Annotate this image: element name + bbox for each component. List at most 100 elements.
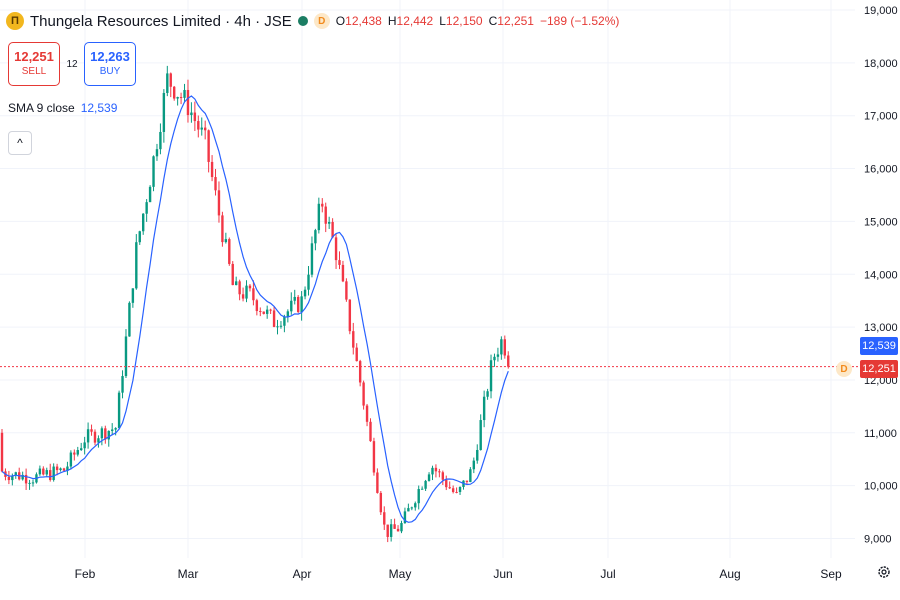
candle-body (293, 296, 296, 301)
symbol-title[interactable]: Thungela Resources Limited · 4h · JSE (30, 12, 292, 30)
candle-body (296, 296, 300, 312)
candle-body (228, 239, 231, 264)
sell-button[interactable]: 12,251 SELL (8, 42, 60, 86)
candle-body (31, 482, 35, 484)
candle-body (138, 231, 141, 243)
candle-body (396, 528, 400, 532)
candle-body (114, 428, 117, 430)
candle-body (234, 281, 238, 286)
close-value: 12,251 (497, 14, 534, 28)
candle-body (303, 289, 307, 297)
candle-body (100, 428, 104, 439)
chart-header: Π Thungela Resources Limited · 4h · JSE … (6, 10, 619, 32)
candle-body (507, 355, 510, 367)
sma-price-tag: 12,539 (860, 337, 898, 355)
candle-body (321, 203, 324, 207)
candle-body (383, 512, 386, 525)
candle-body (203, 127, 207, 131)
time-axis: Feb Mar Apr May Jun Jul Aug Sep (75, 567, 842, 581)
candle-body (24, 474, 28, 484)
candle-body (221, 215, 224, 243)
candle-body (45, 470, 48, 475)
candle-body (445, 479, 448, 488)
y-tick-label: 16,000 (864, 164, 898, 176)
open-label: O (335, 14, 346, 28)
y-tick-label: 11,000 (864, 428, 897, 440)
y-tick-label: 17,000 (864, 111, 898, 123)
candle-body (476, 449, 479, 461)
ohlc-readout: O12,438 H12,442 L12,150 C12,251 −189 (−1… (336, 14, 620, 28)
candle-body (458, 486, 462, 492)
candle-body (59, 468, 62, 471)
candle-body (386, 524, 389, 537)
candle-body (341, 264, 345, 282)
candle-body (455, 491, 458, 493)
candle-body (124, 336, 128, 377)
close-label: C (488, 14, 498, 28)
open-value: 12,438 (345, 14, 382, 28)
candle-body (83, 442, 86, 449)
candle-body (469, 469, 472, 482)
candle-body (207, 130, 210, 162)
candle-body (427, 474, 431, 481)
gear-icon[interactable] (876, 564, 892, 580)
candle-body (28, 482, 31, 484)
low-value: 12,150 (445, 14, 483, 28)
candle-body (193, 112, 197, 122)
y-tick-label: 13,000 (864, 322, 898, 334)
candle-body (90, 429, 93, 432)
candle-body (217, 190, 221, 216)
market-status-icon (297, 16, 308, 26)
candle-body (486, 391, 489, 397)
candle-body (286, 311, 290, 317)
candlestick-series (0, 65, 510, 543)
candle-body (248, 285, 252, 289)
candle-body (414, 503, 417, 508)
candle-body (348, 299, 352, 332)
candle-body (141, 213, 145, 232)
sma-legend-value: 12,539 (80, 101, 118, 115)
candle-body (465, 480, 469, 482)
candle-body (276, 326, 279, 328)
candle-body (369, 421, 372, 442)
candle-body (131, 288, 135, 303)
candle-body (279, 325, 283, 327)
candle-body (107, 430, 110, 440)
y-tick-label: 19,000 (864, 5, 898, 17)
candle-body (300, 296, 303, 312)
candle-body (159, 131, 162, 150)
dividend-badge[interactable]: D (313, 13, 330, 29)
sma-legend[interactable]: SMA 9 close 12,539 (8, 101, 117, 115)
candle-body (317, 203, 321, 231)
candle-body (503, 339, 507, 356)
candle-body (345, 281, 348, 300)
candle-body (135, 242, 138, 289)
sma-name: SMA 9 close (8, 101, 75, 115)
collapse-legend-button[interactable]: ^ (8, 131, 32, 155)
price-axis: 19,000 18,000 17,000 16,000 15,000 14,000 13,0… (864, 5, 898, 546)
candle-body (190, 112, 193, 116)
candle-body (283, 316, 286, 326)
candle-body (76, 450, 79, 455)
candle-body (482, 396, 486, 421)
dividend-marker[interactable]: D (836, 361, 852, 377)
y-tick-label: 18,000 (864, 58, 898, 70)
candle-body (172, 86, 176, 99)
candle-body (252, 288, 255, 301)
x-tick-label: Mar (178, 567, 199, 581)
candle-body (42, 468, 45, 475)
chart-grid (0, 0, 855, 558)
candle-body (121, 376, 124, 393)
candle-body (69, 452, 73, 467)
sma-line (1, 95, 509, 523)
candle-body (365, 405, 369, 422)
candle-body (493, 356, 496, 361)
candle-body (214, 177, 217, 191)
candle-body (441, 472, 445, 480)
buy-button[interactable]: 12,263 BUY (84, 42, 136, 86)
candle-body (14, 472, 17, 476)
x-tick-label: Jul (600, 567, 615, 581)
y-tick-label: 10,000 (864, 481, 898, 493)
candle-body (393, 524, 396, 529)
